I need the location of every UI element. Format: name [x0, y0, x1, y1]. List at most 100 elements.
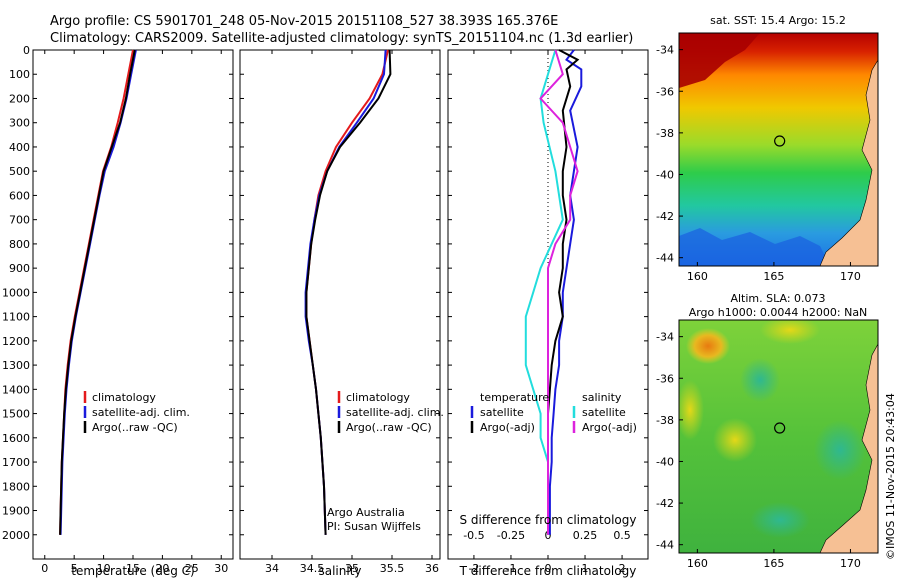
x-tick-label: 1: [582, 562, 589, 575]
x-tick-label: 2: [619, 562, 626, 575]
sst-map-axes: 160 165 170 -34 -36 -38 -40 -42 -44: [656, 44, 861, 283]
lat-tick-label: -44: [656, 252, 674, 265]
lat-tick-label: -44: [656, 539, 674, 552]
lat-tick-label: -40: [656, 455, 674, 468]
x-tick-label: 36: [425, 562, 439, 575]
s-difference-xlabel: S difference from climatology: [460, 513, 637, 527]
legend-label-s-argo: Argo(-adj): [582, 421, 637, 434]
depth-tick-label: 1400: [2, 383, 30, 396]
t-difference-xlabel: T difference from climatology: [459, 564, 637, 578]
x-tick-label: 5: [71, 562, 78, 575]
annotation-pi: PI: Susan Wijffels: [327, 520, 421, 533]
salinity-xlabel: salinity: [318, 564, 361, 578]
sst-cold-region: [679, 228, 830, 266]
x-tick-label: 35.5: [380, 562, 405, 575]
depth-tick-label: 600: [9, 189, 30, 202]
depth-tick-label: 400: [9, 141, 30, 154]
lon-tick-label: 170: [840, 270, 861, 283]
depth-tick-label: 1900: [2, 505, 30, 518]
x-tick-label: -1: [505, 562, 516, 575]
x2-tick-label: -0.25: [497, 529, 525, 542]
depth-tick-label: 2000: [2, 529, 30, 542]
depth-tick-label: 1800: [2, 480, 30, 493]
legend-label-argo: Argo(..raw -QC): [92, 421, 178, 434]
depth-tick-label: 900: [9, 262, 30, 275]
sla-map-frame: [678, 319, 879, 554]
sla-map-axes: 160 165 170 -34 -36 -38 -40 -42 -44: [656, 331, 861, 570]
temperature-plot: 0 5 10 15 20 25 30: [33, 49, 233, 575]
x-tick-label: 10: [97, 562, 111, 575]
series-line: [539, 49, 579, 535]
copyright-stamp: ©IMOS 11-Nov-2015 20:43:04: [884, 393, 897, 560]
salinity-plot: 34 34.5 35 35.5 36: [240, 49, 440, 575]
depth-tick-label: 1000: [2, 286, 30, 299]
x2-tick-label: 0: [545, 529, 552, 542]
lon-tick-label: 160: [687, 270, 708, 283]
lat-tick-label: -40: [656, 168, 674, 181]
lon-tick-label: 160: [687, 557, 708, 570]
legend-label-climatology: climatology: [92, 391, 156, 404]
sla-blob: [679, 380, 704, 440]
x-tick-label: 20: [155, 562, 169, 575]
sla-land-new-zealand: [819, 343, 878, 553]
difference-legend: temperature salinity satellite Argo(-adj…: [470, 391, 637, 434]
lat-tick-label: -36: [656, 372, 674, 385]
sla-low-blob: [750, 502, 810, 538]
lon-tick-label: 165: [763, 557, 784, 570]
lat-tick-label: -42: [656, 210, 674, 223]
sla-map-title-1: Altim. SLA: 0.073: [730, 292, 825, 305]
x-tick-label: 34: [265, 562, 279, 575]
x2-tick-label: -0.5: [463, 529, 484, 542]
salinity-legend: climatology satellite-adj. clim. Argo(..…: [327, 391, 444, 533]
argo-position-marker: [774, 135, 786, 147]
sla-low-blob: [814, 420, 866, 480]
lat-tick-label: -42: [656, 497, 674, 510]
depth-tick-label: 500: [9, 165, 30, 178]
depth-tick-label: 1600: [2, 432, 30, 445]
sst-warm-core: [679, 33, 760, 88]
temperature-xlabel: temperature (deg C): [71, 564, 194, 578]
x-tick-label: 30: [214, 562, 228, 575]
x-tick-label: -2: [468, 562, 479, 575]
x-tick-label: 0: [41, 562, 48, 575]
depth-tick-label: 800: [9, 238, 30, 251]
depth-tick-label: 300: [9, 117, 30, 130]
depth-tick-label: 0: [23, 44, 30, 57]
temperature-legend: climatology satellite-adj. clim. Argo(..…: [83, 391, 190, 434]
sla-map: [679, 320, 878, 553]
lat-tick-label: -36: [656, 85, 674, 98]
depth-tick-label: 1100: [2, 311, 30, 324]
lat-tick-label: -34: [656, 44, 674, 57]
legend-label-argo: Argo(..raw -QC): [346, 421, 432, 434]
legend-heading-salinity: salinity: [582, 391, 622, 404]
header-line-2: Climatology: CARS2009. Satellite-adjuste…: [50, 31, 633, 46]
depth-tick-label: 700: [9, 214, 30, 227]
x-tick-label: 35: [345, 562, 359, 575]
legend-label-s-satellite: satellite: [582, 406, 626, 419]
sst-map-frame: [678, 32, 879, 267]
legend-heading-temperature: temperature: [480, 391, 549, 404]
x2-tick-label: 0.5: [613, 529, 631, 542]
series-line: [305, 49, 392, 535]
x2-tick-label: 0.25: [573, 529, 598, 542]
legend-label-climatology: climatology: [346, 391, 410, 404]
lat-tick-label: -38: [656, 127, 674, 140]
sst-map-title: sat. SST: 15.4 Argo: 15.2: [710, 14, 846, 27]
argo-position-marker: [774, 422, 786, 434]
depth-tick-label: 1500: [2, 408, 30, 421]
lat-tick-label: -38: [656, 414, 674, 427]
x-tick-label: 34.5: [300, 562, 325, 575]
annotation-argo-australia: Argo Australia: [327, 506, 405, 519]
depth-axis: 0 100 200 300 400 500 600 700 800 900 1000 1100 1200…: [2, 44, 30, 542]
sla-high-blob: [686, 328, 730, 364]
salinity-panel: [239, 49, 441, 560]
depth-tick-label: 1700: [2, 456, 30, 469]
sla-blob: [713, 418, 757, 462]
legend-label-satellite: satellite-adj. clim.: [346, 406, 444, 419]
sla-low-blob: [740, 358, 780, 402]
lat-tick-label: -34: [656, 331, 674, 344]
depth-tick-label: 1300: [2, 359, 30, 372]
header-line-1: Argo profile: CS 5901701_248 05-Nov-2015…: [50, 14, 558, 29]
lon-tick-label: 170: [840, 557, 861, 570]
